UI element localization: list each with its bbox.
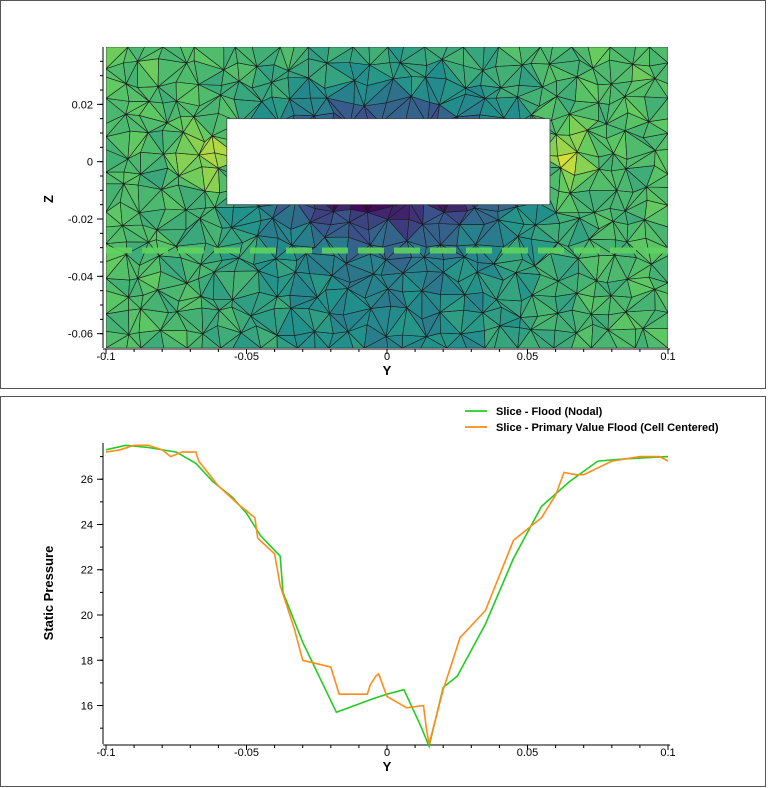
line-x-title: Y (383, 759, 392, 774)
contour-y-title: Z (41, 195, 56, 203)
legend-label: Slice - Primary Value Flood (Cell Center… (496, 422, 719, 434)
z-tick-label: -0.06 (68, 329, 93, 341)
body-cutout (226, 118, 551, 206)
xy-plot-frame: -0.1 -0.05 0 0.05 0.1 16 18 20 22 24 26 Y Static Pre… (0, 396, 766, 787)
mesh-cell (251, 47, 281, 67)
x-tick-label: -0.1 (97, 351, 116, 363)
z-tick-label: -0.04 (68, 271, 93, 283)
y-tick-label: 26 (81, 474, 93, 486)
x-tick-label: 0.1 (660, 747, 675, 759)
line-axes: -0.1 -0.05 0 0.05 0.1 16 18 20 22 24 26 Y Static Pre… (41, 443, 676, 774)
x-tick-label: -0.05 (234, 351, 259, 363)
mesh-cell (180, 47, 195, 64)
x-tick-label: 0.05 (517, 351, 538, 363)
legend: Slice - Flood (Nodal) Slice - Primary Val… (465, 406, 719, 434)
series-nodal-line (105, 444, 669, 749)
y-tick-label: 18 (81, 655, 93, 667)
x-tick-label: 0.05 (517, 747, 538, 759)
y-tick-label: 22 (81, 565, 93, 577)
mesh-cell (399, 47, 426, 64)
z-tick-label: -0.02 (68, 214, 93, 226)
mesh-cell (587, 47, 611, 69)
z-tick-label: 0 (87, 157, 93, 169)
line-series-group (105, 444, 669, 749)
z-tick-label: 0.02 (72, 99, 93, 111)
mesh-cell (137, 47, 164, 63)
mesh-cell (288, 47, 309, 71)
contour-plot-frame: -0.1 -0.05 0 0.05 0.1 0.02 0 -0.02 -0.04 -0.06 Y Z (0, 0, 766, 389)
mesh-cell (548, 47, 573, 65)
x-tick-label: 0 (384, 351, 390, 363)
legend-label: Slice - Flood (Nodal) (496, 406, 603, 418)
body-cutout-rect (226, 118, 551, 206)
mesh-cell (223, 47, 236, 71)
x-tick-label: -0.05 (234, 747, 259, 759)
mesh-cell (648, 47, 668, 64)
line-y-title: Static Pressure (41, 546, 56, 641)
mesh-cell (518, 47, 541, 66)
contour-x-title: Y (383, 363, 392, 378)
x-tick-label: 0 (384, 747, 390, 759)
x-tick-label: 0.1 (660, 351, 675, 363)
mesh-cell (368, 47, 389, 66)
mesh-cell (326, 47, 354, 64)
y-tick-label: 20 (81, 610, 93, 622)
y-tick-label: 24 (81, 519, 93, 531)
xy-line-plot: -0.1 -0.05 0 0.05 0.1 16 18 20 22 24 26 Y Static Pre… (41, 406, 719, 774)
y-tick-label: 16 (81, 701, 93, 713)
contour-plot: -0.1 -0.05 0 0.05 0.1 0.02 0 -0.02 -0.04 -0.06 Y Z (41, 47, 676, 378)
mesh-cell (482, 47, 500, 72)
mesh-cell (632, 47, 650, 66)
mesh-cell (106, 47, 129, 70)
mesh-cell (441, 47, 464, 61)
x-tick-label: -0.1 (97, 747, 116, 759)
series-cell-centered-line (105, 444, 669, 745)
contour-axes: -0.1 -0.05 0 0.05 0.1 0.02 0 -0.02 -0.04 -0.06 Y Z (41, 47, 676, 378)
